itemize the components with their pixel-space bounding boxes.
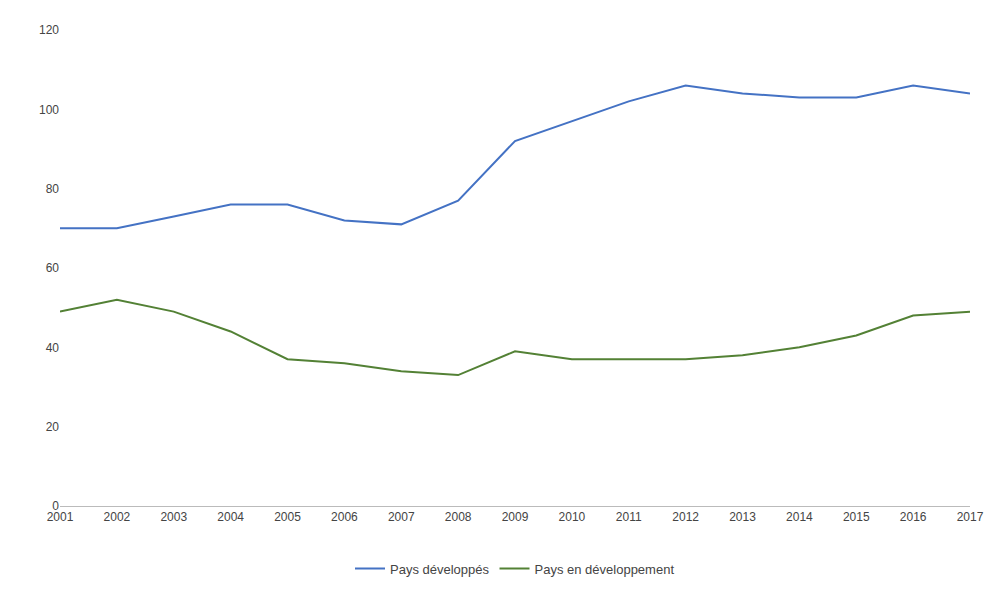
- svg-text:100: 100: [39, 103, 59, 117]
- svg-text:Pays développés: Pays développés: [390, 562, 490, 577]
- svg-text:0: 0: [52, 499, 59, 513]
- svg-text:2002: 2002: [104, 510, 131, 524]
- svg-text:2011: 2011: [616, 510, 642, 524]
- svg-text:120: 120: [39, 23, 59, 37]
- svg-text:2009: 2009: [502, 510, 529, 524]
- svg-text:2004: 2004: [217, 510, 244, 524]
- svg-text:2014: 2014: [786, 510, 813, 524]
- svg-text:2001: 2001: [47, 510, 74, 524]
- svg-text:20: 20: [46, 420, 60, 434]
- svg-text:2008: 2008: [445, 510, 472, 524]
- svg-text:2006: 2006: [331, 510, 358, 524]
- svg-text:2012: 2012: [672, 510, 699, 524]
- svg-text:2017: 2017: [957, 510, 984, 524]
- svg-text:2015: 2015: [843, 510, 870, 524]
- svg-text:Pays en développement: Pays en développement: [535, 562, 675, 577]
- svg-text:2007: 2007: [388, 510, 415, 524]
- svg-text:80: 80: [46, 182, 60, 196]
- svg-text:2005: 2005: [274, 510, 301, 524]
- svg-text:2003: 2003: [160, 510, 187, 524]
- svg-text:2010: 2010: [559, 510, 586, 524]
- svg-text:40: 40: [46, 341, 60, 355]
- svg-text:2016: 2016: [900, 510, 927, 524]
- svg-text:60: 60: [46, 261, 60, 275]
- svg-text:2013: 2013: [729, 510, 756, 524]
